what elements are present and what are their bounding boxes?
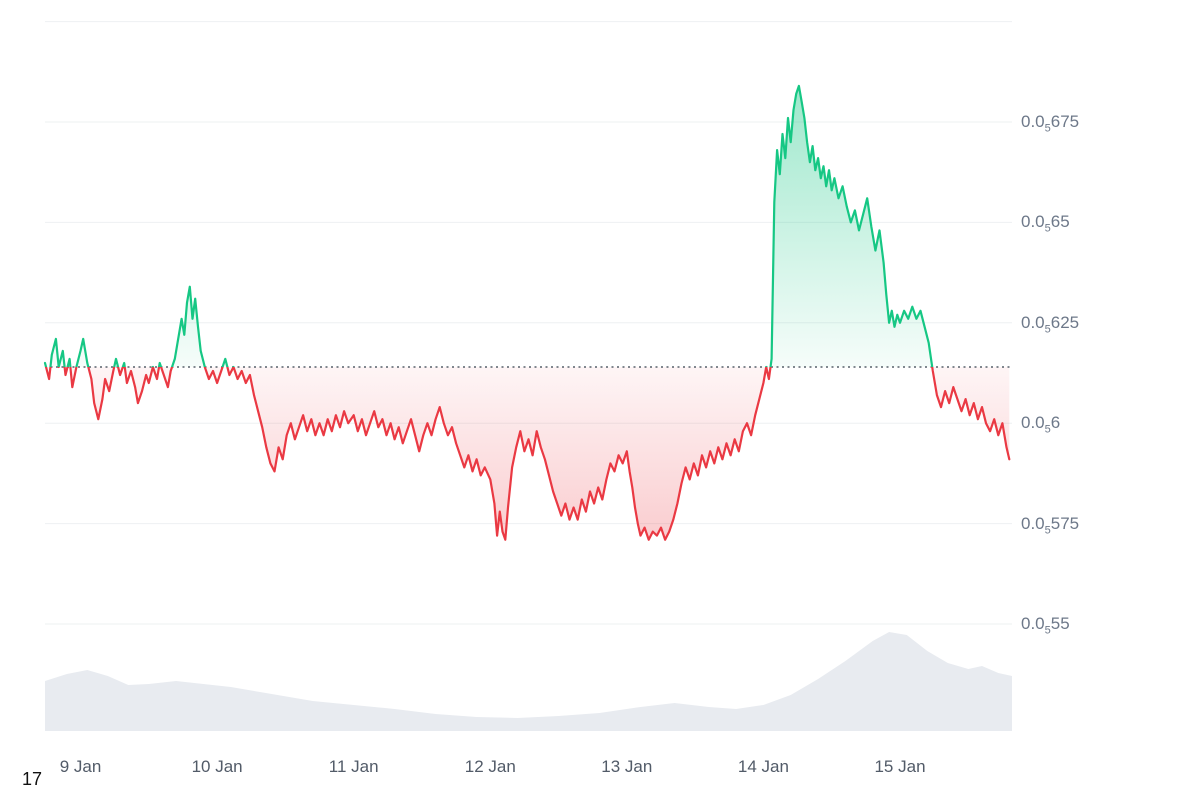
partial-text-bottom-left: 17 <box>22 769 43 789</box>
loss-area-fill <box>45 366 1010 540</box>
gain-area-fill <box>45 85 933 367</box>
x-axis-label: 10 Jan <box>191 757 243 776</box>
x-axis-label: 12 Jan <box>464 757 516 776</box>
x-axis-label: 15 Jan <box>874 757 926 776</box>
price-line-gain <box>43 84 934 367</box>
x-axis-label: 11 Jan <box>328 757 379 776</box>
y-axis-label: 0.0555 <box>1021 614 1070 637</box>
y-axis-label: 0.05625 <box>1021 312 1080 336</box>
y-axis-label: 0.05675 <box>1021 112 1080 135</box>
y-axis-label: 0.0565 <box>1021 212 1070 235</box>
x-axis-label: 14 Jan <box>737 757 789 776</box>
volume-area <box>45 632 1012 731</box>
price-line-loss <box>44 366 1011 541</box>
x-axis-label: 9 Jan <box>59 757 102 776</box>
x-axis-label: 13 Jan <box>601 757 653 776</box>
y-axis-label: 0.056 <box>1021 413 1061 436</box>
y-axis-label: 0.05575 <box>1021 513 1080 536</box>
